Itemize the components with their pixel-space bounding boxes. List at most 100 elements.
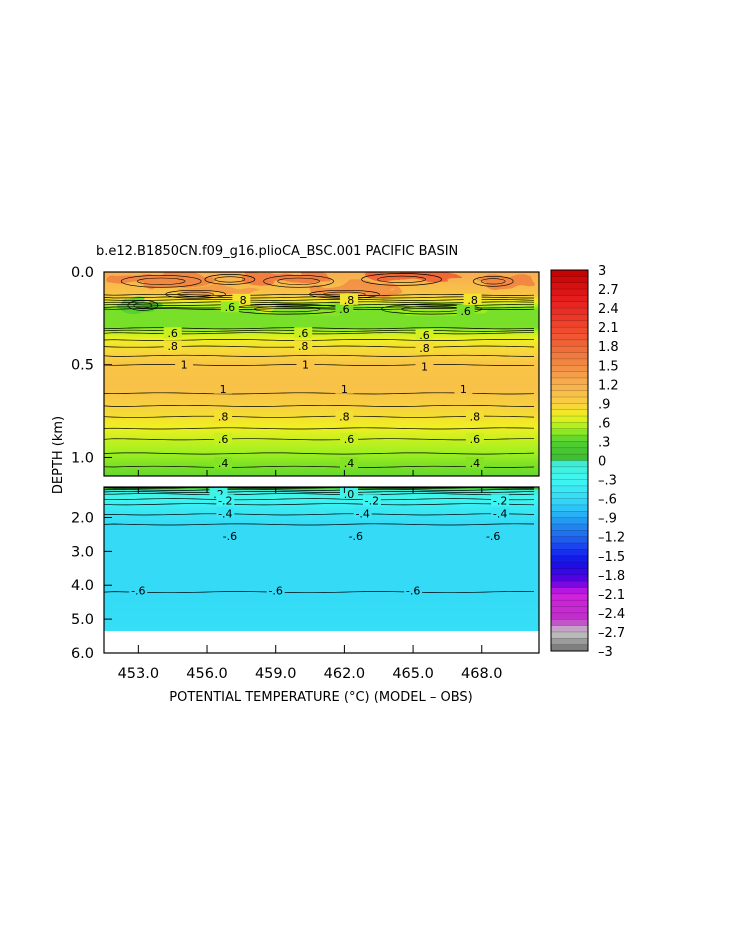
contour-label: 1	[302, 359, 309, 372]
contour-label-bg	[214, 432, 233, 444]
colorbar-band	[551, 517, 588, 525]
colorbar-band	[551, 612, 588, 620]
fill-band	[104, 494, 539, 498]
x-tick-label: 468.0	[461, 666, 503, 682]
contour-label-bg	[465, 457, 484, 468]
chart-title: b.e12.B1850CN.f09_g16.plioCA_BSC.001 PAC…	[96, 244, 458, 259]
colorbar-band	[551, 270, 588, 277]
colorbar-band	[551, 441, 588, 449]
contour-label-bg	[491, 507, 510, 519]
colorbar-tick-label: –1.2	[598, 531, 625, 546]
fill-band	[104, 364, 539, 368]
fill-band	[104, 508, 539, 512]
fill-band	[104, 425, 539, 429]
fill-band	[104, 420, 539, 423]
fill-band	[104, 411, 539, 414]
y-tick-label: 0.5	[71, 358, 94, 374]
y-tick-label: 6.0	[71, 646, 94, 662]
fill-band	[104, 374, 539, 377]
fill-band	[104, 409, 539, 412]
contour-label-bg	[214, 382, 233, 394]
fill-band	[104, 587, 539, 591]
contour-line	[104, 491, 535, 493]
fill-band	[104, 333, 539, 336]
contour-label: .6	[460, 305, 471, 318]
colorbar-tick-label: 1.5	[598, 359, 619, 374]
contour-label-bg	[465, 410, 484, 422]
fill-band	[104, 554, 539, 558]
fill-band	[104, 561, 539, 565]
fill-band	[104, 520, 539, 524]
fill-band	[104, 327, 539, 331]
colorbar-band	[551, 276, 588, 283]
colorbar-tick-label: .9	[598, 397, 610, 412]
fill-band	[104, 348, 539, 351]
contour-line	[104, 493, 535, 496]
colorbar-band	[551, 638, 588, 645]
contour-label-bg	[463, 293, 482, 305]
contour-label-bg	[216, 494, 235, 506]
y-tick-label: 3.0	[71, 544, 94, 560]
contour-ring	[472, 275, 514, 287]
contour-line	[104, 404, 535, 407]
colorbar-band	[551, 473, 588, 480]
contour-label: 1	[460, 383, 467, 396]
colorbar-tick-label: 2.7	[598, 283, 619, 298]
colorbar-band	[551, 447, 588, 455]
fill-band	[104, 386, 539, 390]
fill-band	[104, 578, 539, 582]
contour-label: .6	[298, 327, 309, 340]
colorbar-tick-label: –2.1	[598, 588, 625, 603]
contour-label: 1	[220, 383, 227, 396]
upper-panel-frame	[103, 271, 540, 477]
fill-band	[104, 351, 539, 355]
contour-label: .8	[298, 340, 309, 353]
colorbar-tick-label: –.6	[598, 493, 617, 508]
fill-band	[104, 611, 539, 615]
anomaly-blob	[178, 285, 259, 296]
fill-band	[104, 609, 539, 613]
contour-ring	[381, 303, 482, 315]
fill-band	[104, 570, 539, 574]
fill-band	[104, 398, 539, 401]
contour-line	[104, 298, 535, 301]
fill-band	[104, 489, 539, 493]
colorbar-tick-label: .3	[598, 436, 610, 451]
contour-label: .6	[225, 301, 236, 314]
colorbar-band	[551, 485, 588, 493]
fill-band	[104, 459, 539, 462]
colorbar: 3 2.7 2.4 2.1 1.8 1.5 1.2 .9 .6 .3 0 –.3 –.6 –.9 –1.2 –…	[550, 264, 625, 660]
contour-label: -.6	[131, 584, 145, 597]
contour-label: -.6	[486, 530, 500, 543]
contour-ring	[263, 274, 334, 288]
x-axis: 453.0 456.0 459.0 462.0 465.0 468.0	[118, 470, 503, 682]
fill-band	[104, 556, 539, 560]
fill-band	[104, 466, 539, 470]
fill-band	[104, 590, 539, 594]
colorbar-tick-label: 2.4	[598, 302, 619, 317]
fill-band	[104, 379, 539, 383]
fill-band	[104, 403, 539, 407]
colorbar-band	[551, 377, 588, 385]
contour-ring	[377, 275, 426, 284]
anomaly-blob	[310, 283, 401, 294]
fill-band	[104, 357, 539, 360]
fill-band	[104, 563, 539, 567]
fill-band	[104, 283, 539, 286]
contour-label-bg	[175, 358, 194, 370]
contour-label-bg	[163, 327, 182, 339]
colorbar-band	[551, 581, 588, 588]
colorbar-tick-label: –1.5	[598, 550, 625, 565]
colorbar-band	[551, 327, 588, 334]
x-tick-label: 453.0	[118, 666, 160, 682]
contour-line	[104, 487, 535, 489]
fill-band	[104, 388, 539, 392]
colorbar-band	[551, 631, 588, 639]
colorbar-band	[551, 492, 588, 499]
contour-label: -.6	[406, 584, 420, 597]
fill-band	[104, 375, 539, 379]
contour-line	[104, 503, 535, 506]
contour-label: .8	[419, 342, 430, 355]
colorbar-band	[551, 504, 588, 512]
